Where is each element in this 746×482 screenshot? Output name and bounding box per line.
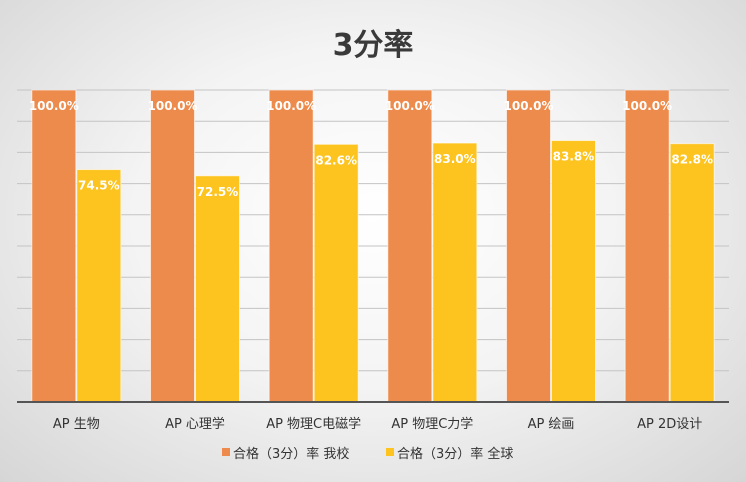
data-label: 100.0% [148,99,198,113]
category-label: AP 物理C电磁学 [266,416,361,432]
data-label: 82.6% [315,153,357,167]
category-label: AP 绘画 [528,417,575,432]
data-label: 72.5% [197,185,239,199]
bar-school [268,89,314,403]
legend-swatch [222,448,230,456]
bar-school [31,89,77,403]
data-label: 100.0% [504,99,554,113]
bar-global [551,140,596,403]
data-label: 83.0% [434,152,476,166]
legend-swatch [386,448,394,456]
legend-label: 合格（3分）率 全球 [397,446,513,462]
bar-school [387,89,433,403]
data-label: 83.8% [553,150,595,164]
category-label: AP 物理C力学 [391,416,473,432]
bar-school [506,89,551,403]
data-label: 100.0% [266,99,316,113]
category-label: AP 心理学 [165,416,225,432]
grid-layer [17,89,729,372]
legend: 合格（3分）率 我校 合格（3分）率 全球 [222,446,513,462]
bar-school [624,89,670,403]
chart-title: 3分率 [333,28,414,63]
bar-global [195,175,240,403]
data-label: 74.5% [78,179,120,193]
data-label: 100.0% [385,99,435,113]
category-label: AP 生物 [53,417,100,432]
data-label: 100.0% [29,99,79,113]
bar-global [313,143,359,403]
bar-global [432,142,478,403]
legend-label: 合格（3分）率 我校 [233,446,349,462]
data-label: 82.8% [671,153,713,167]
bar-global [76,169,122,403]
bar-global [669,143,715,403]
data-label: 100.0% [622,99,672,113]
value-labels-layer: 100.0% 74.5% AP 生物 100.0% 72.5% AP 心理学 100.0% 8… [29,99,713,432]
category-label: AP 2D设计 [637,417,702,432]
bar-school [150,89,195,403]
